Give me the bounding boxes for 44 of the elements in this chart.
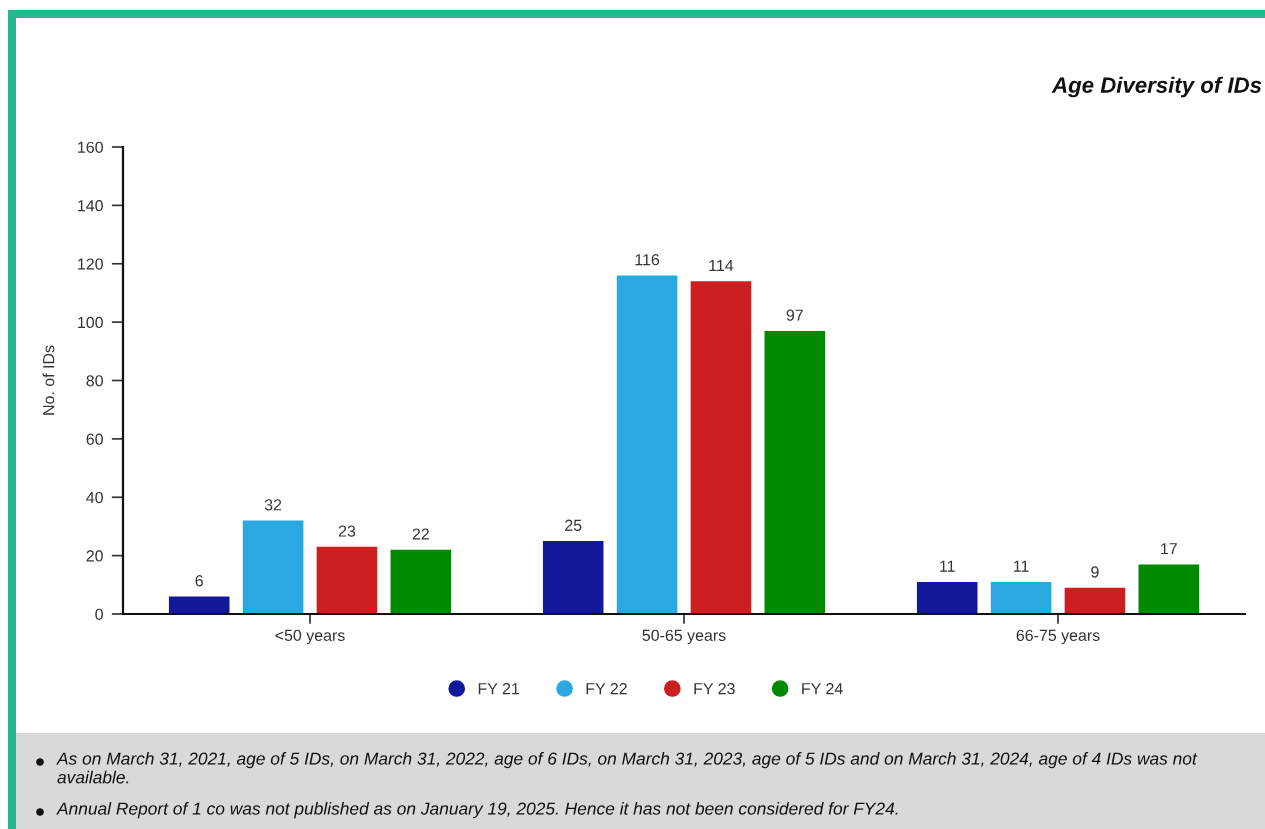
data-label: 17 — [1161, 543, 1177, 555]
data-label: 97 — [786, 309, 803, 321]
bar — [916, 581, 978, 614]
bar — [316, 546, 378, 614]
bar — [390, 549, 452, 614]
data-label: 22 — [412, 528, 429, 540]
chart-title: Age Diversity of IDs — [1051, 76, 1262, 98]
data-label: 11 — [1013, 560, 1029, 572]
data-label: 11 — [940, 560, 955, 572]
y-tick-label: 100 — [78, 316, 103, 329]
bar — [690, 281, 752, 614]
bar — [764, 330, 826, 614]
x-tick-label: 66-75 years — [1016, 629, 1100, 645]
bar — [242, 520, 304, 614]
x-tick-label: <50 years — [275, 629, 345, 645]
bar — [990, 581, 1052, 614]
y-tick-label: 160 — [78, 141, 103, 153]
legend-label: FY 21 — [478, 682, 520, 695]
bar — [616, 275, 678, 614]
data-label: 32 — [264, 499, 282, 511]
y-tick-label: 20 — [86, 550, 103, 562]
data-label: 23 — [338, 525, 356, 537]
data-label: 25 — [565, 519, 582, 531]
legend-label: FY 24 — [802, 682, 843, 695]
bar — [1138, 564, 1200, 614]
bar — [168, 596, 230, 614]
text: As on March 31, 2021, age of 5 IDs, on March 31, 2022, age of 6 IDs, on March 31, 2023, age of 5 IDs and on March 31, 2024, age of 4 IDs was not available. — [56, 752, 1198, 784]
text: Annual Report of 1 co was not published as on January 19, 2025. Hence it has not been considered for FY24. — [56, 802, 898, 819]
y-axis-title: No. of IDs — [42, 345, 55, 415]
bar — [542, 541, 604, 614]
y-tick-label: 0 — [95, 608, 103, 620]
y-tick-label: 80 — [86, 375, 103, 387]
data-label: 114 — [709, 260, 734, 271]
y-tick-label: 60 — [86, 433, 103, 445]
y-tick-label: 120 — [78, 258, 103, 270]
data-label: 9 — [1091, 566, 1099, 578]
x-tick-label: 50-65 years — [642, 629, 726, 645]
legend-label: FY 22 — [586, 682, 627, 695]
y-tick-label: 140 — [78, 200, 103, 212]
legend-label: FY 23 — [694, 682, 735, 695]
bar — [1064, 587, 1126, 614]
y-tick-label: 40 — [86, 491, 103, 504]
data-label: 116 — [635, 254, 660, 266]
data-label: 6 — [195, 575, 203, 587]
